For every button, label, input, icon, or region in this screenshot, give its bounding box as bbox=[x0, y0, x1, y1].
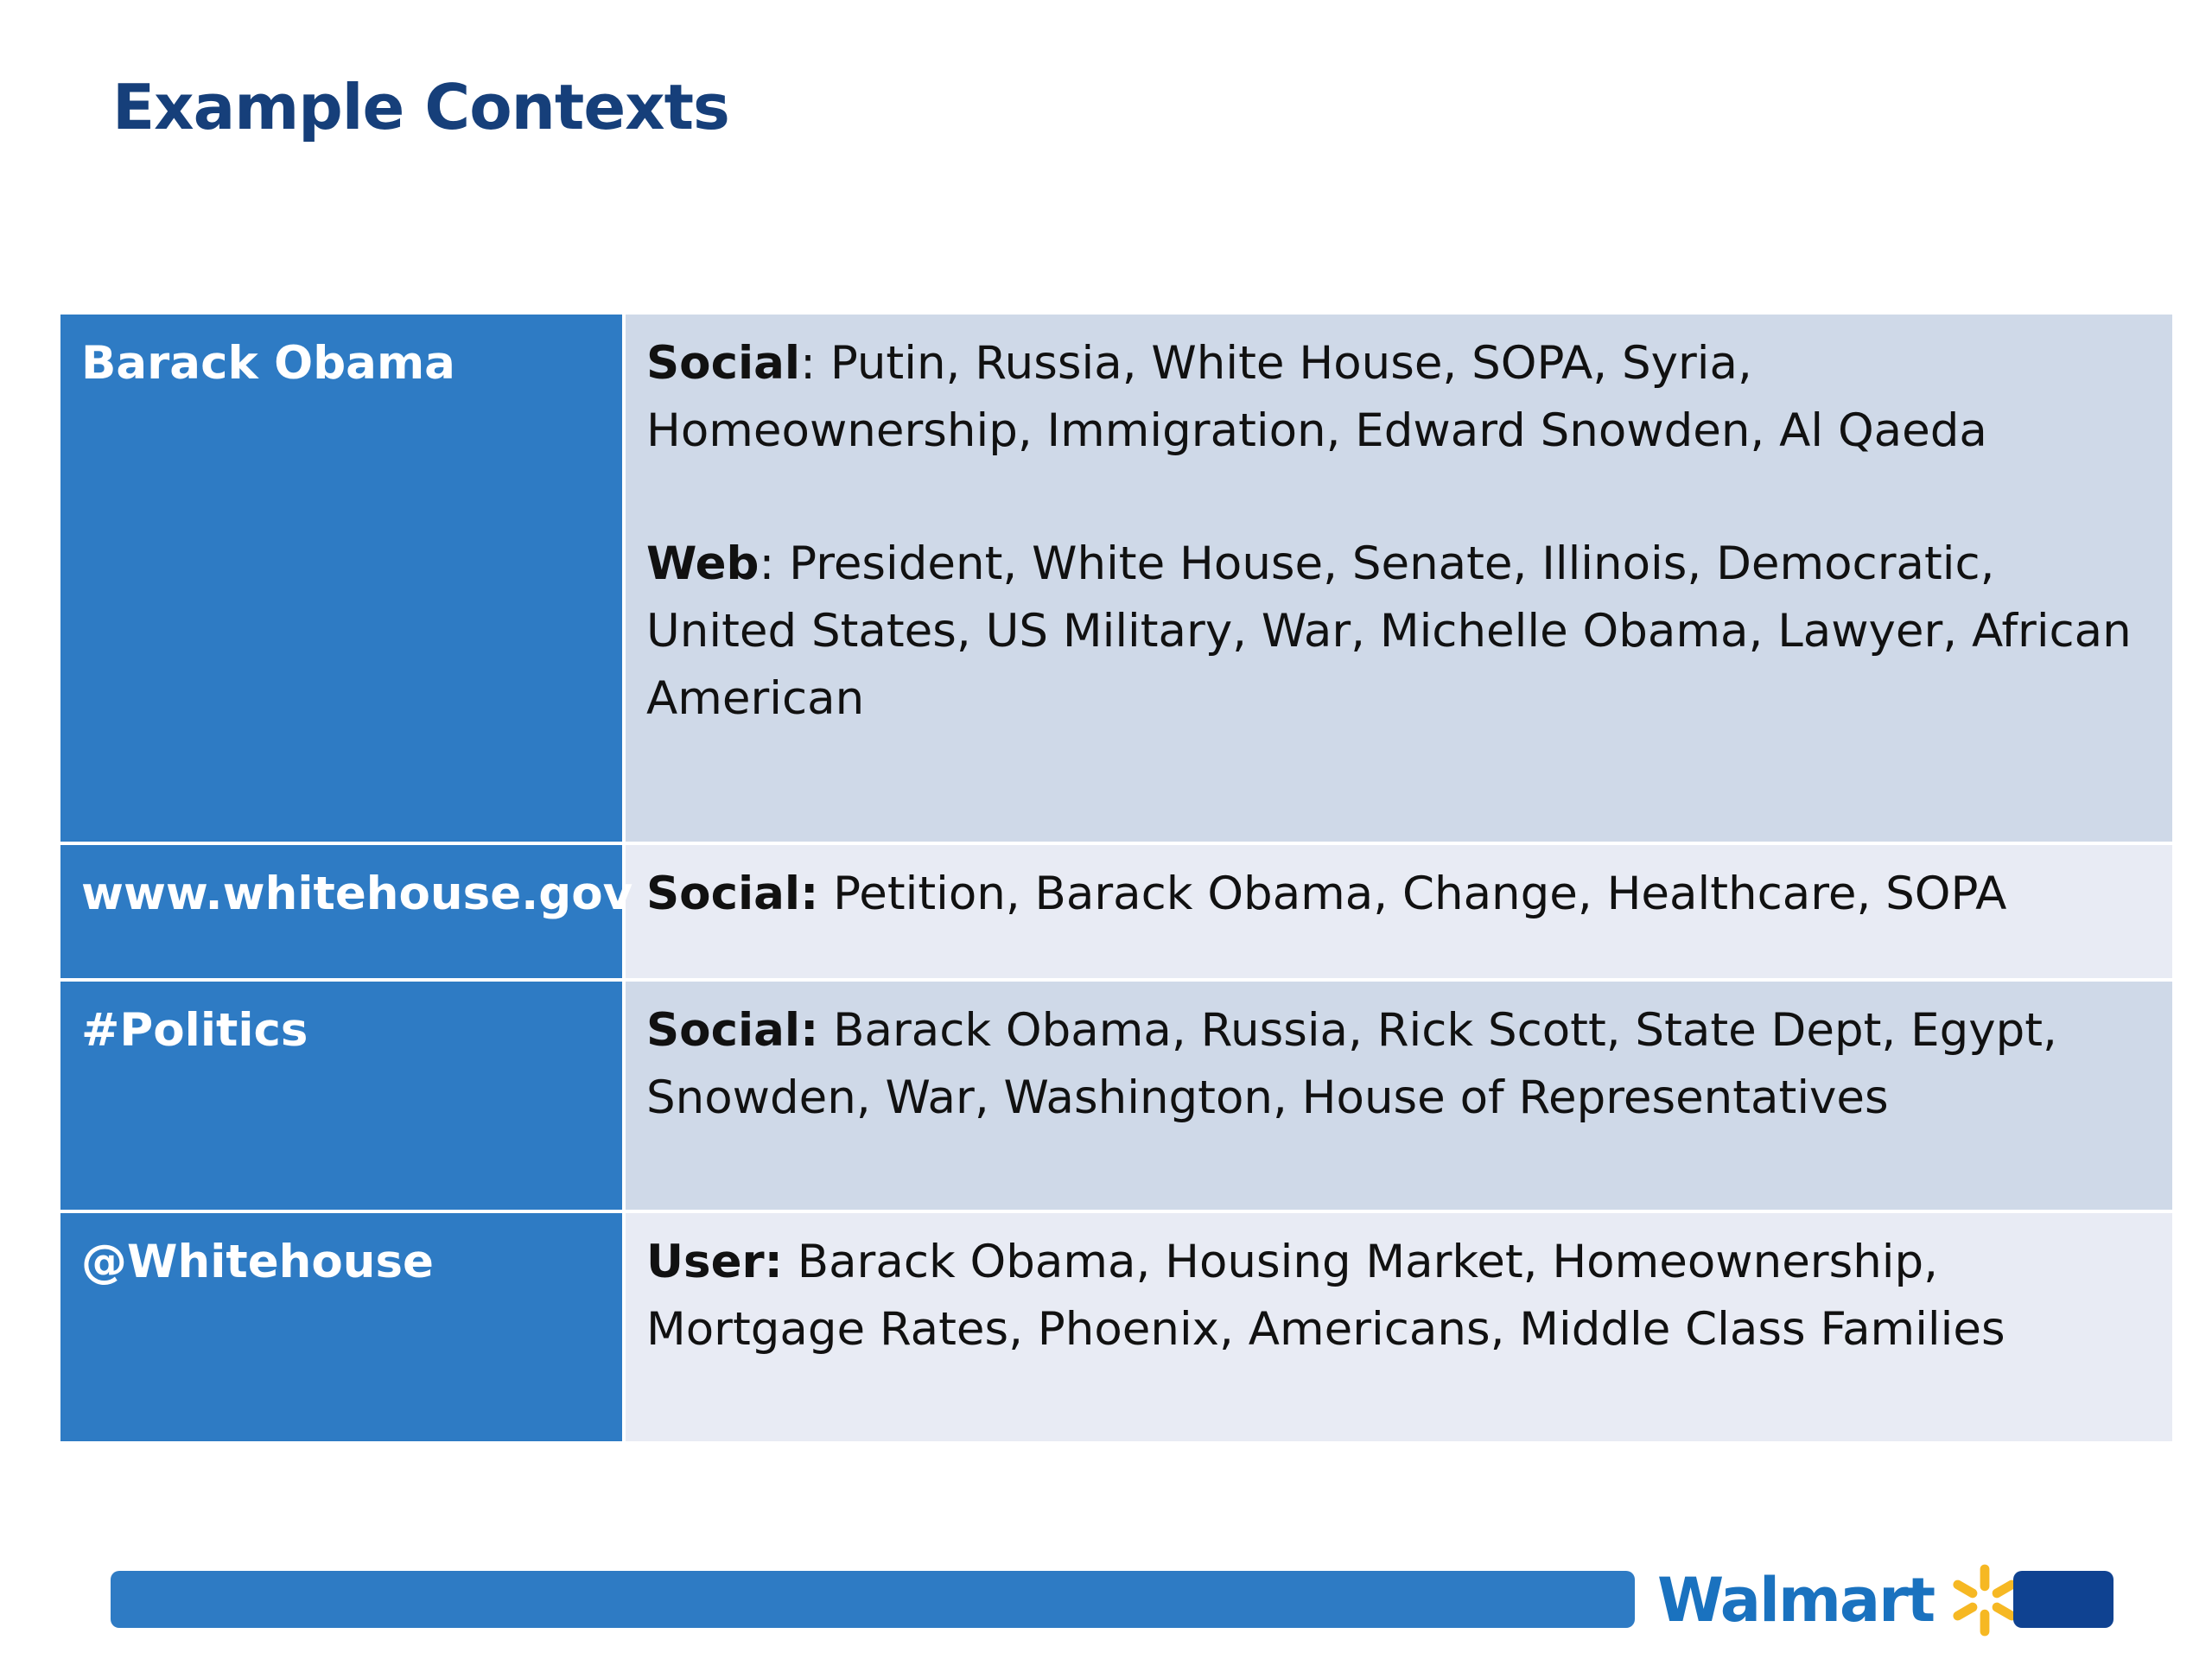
footer-accent-block bbox=[2013, 1571, 2113, 1628]
slide-title: Example Contexts bbox=[112, 71, 730, 143]
context-values: Social: Putin, Russia, White House, SOPA… bbox=[622, 315, 2172, 845]
context-entry: User: Barack Obama, Housing Market, Home… bbox=[646, 1229, 2152, 1363]
walmart-spark-icon bbox=[1953, 1564, 2017, 1637]
related-terms: Barack Obama, Russia, Rick Scott, State … bbox=[646, 1004, 2057, 1124]
table-row: www.whitehouse.gov Social: Petition, Bar… bbox=[60, 842, 2172, 982]
table-row: #Politics Social: Barack Obama, Russia, … bbox=[60, 978, 2172, 1213]
source-label: Web bbox=[646, 537, 760, 590]
contexts-table: Barack Obama Social: Putin, Russia, Whit… bbox=[60, 315, 2172, 1441]
related-terms: : President, White House, Senate, Illino… bbox=[646, 537, 2132, 725]
source-label: User: bbox=[646, 1236, 783, 1288]
context-key: www.whitehouse.gov bbox=[60, 842, 632, 982]
related-terms: Barack Obama, Housing Market, Homeowners… bbox=[646, 1236, 2005, 1356]
source-label: Social: bbox=[646, 1004, 819, 1057]
context-values: Social: Barack Obama, Russia, Rick Scott… bbox=[622, 978, 2172, 1213]
related-terms: : Putin, Russia, White House, SOPA, Syri… bbox=[646, 337, 1987, 457]
context-entry: Social: Barack Obama, Russia, Rick Scott… bbox=[646, 997, 2152, 1132]
related-terms: Petition, Barack Obama, Change, Healthca… bbox=[818, 868, 2007, 920]
table-row: @Whitehouse User: Barack Obama, Housing … bbox=[60, 1210, 2172, 1441]
footer-bar bbox=[111, 1571, 1635, 1628]
context-values: Social: Petition, Barack Obama, Change, … bbox=[622, 842, 2172, 982]
context-entry: Web: President, White House, Senate, Ill… bbox=[646, 531, 2152, 733]
table-row: Barack Obama Social: Putin, Russia, Whit… bbox=[60, 315, 2172, 845]
context-key: #Politics bbox=[60, 978, 626, 1213]
context-values: User: Barack Obama, Housing Market, Home… bbox=[622, 1210, 2172, 1441]
source-label: Social bbox=[646, 337, 801, 390]
context-entry: Social: Petition, Barack Obama, Change, … bbox=[646, 861, 2152, 928]
context-key: @Whitehouse bbox=[60, 1210, 626, 1441]
source-label: Social: bbox=[646, 868, 819, 920]
logo-wordmark: Walmart bbox=[1657, 1565, 1936, 1636]
context-key: Barack Obama bbox=[60, 315, 626, 845]
walmart-logo: Walmart bbox=[1657, 1557, 2024, 1643]
context-entry: Social: Putin, Russia, White House, SOPA… bbox=[646, 330, 2152, 465]
